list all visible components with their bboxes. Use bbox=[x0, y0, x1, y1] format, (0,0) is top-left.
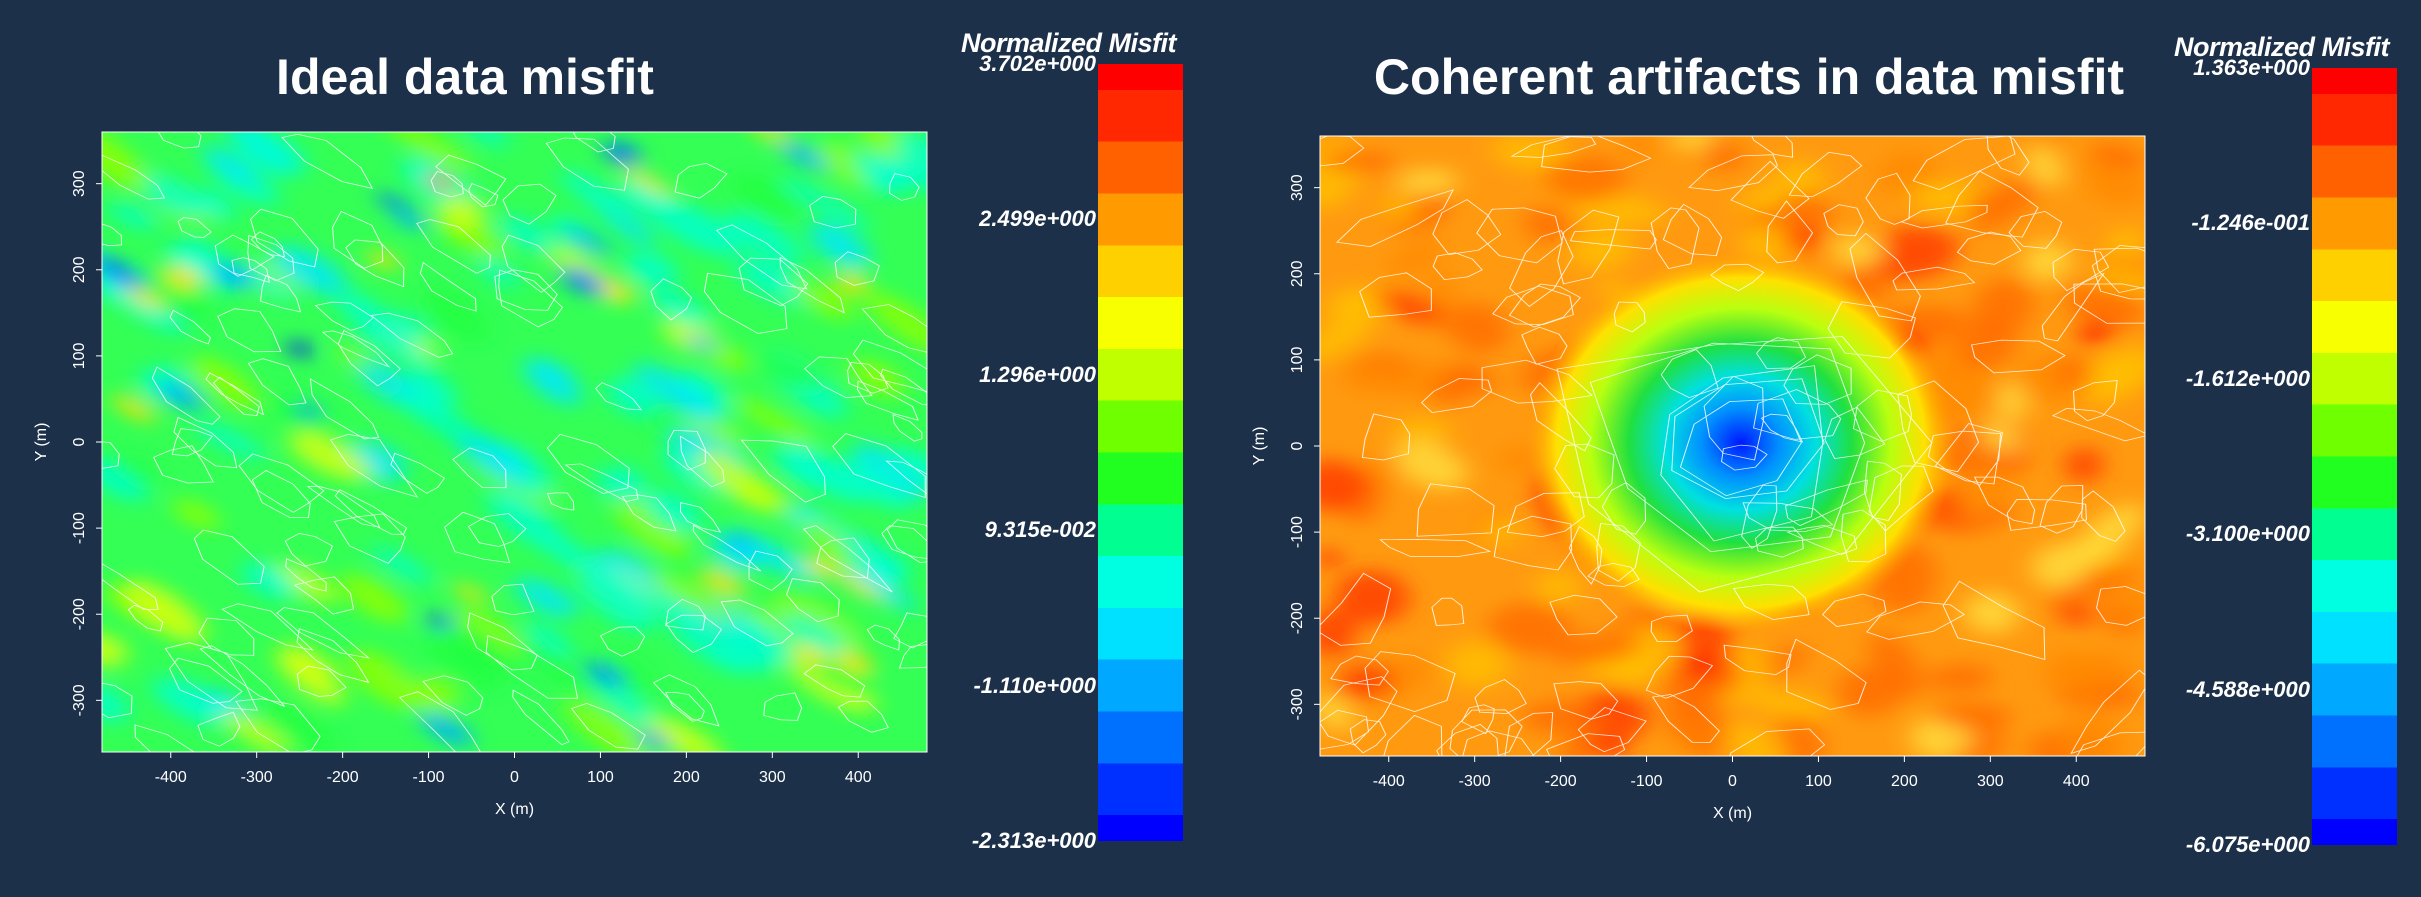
left-x-tick-label-2: -200 bbox=[327, 769, 359, 786]
left-x-tick-label-0: -400 bbox=[155, 769, 187, 786]
left-heatmap bbox=[102, 132, 927, 752]
right-axes: -400 -300 -200 -100 0 100 200 300 400 300 200 100 0 -… bbox=[1251, 135, 2146, 822]
left-colorbar-tick-4: -1.110e+000 bbox=[973, 672, 1096, 698]
right-colorbar-tick-4: -4.588e+000 bbox=[2185, 676, 2310, 702]
right-colorbar-tick-3: -3.100e+000 bbox=[2185, 521, 2310, 547]
right-x-tick-label-7: 300 bbox=[1977, 773, 2004, 790]
right-y-tick-label-2: 100 bbox=[1289, 346, 1306, 373]
right-y-tick-label-3: 0 bbox=[1289, 441, 1306, 450]
left-chart-title: Ideal data misfit bbox=[276, 49, 654, 105]
left-x-tick-label-6: 200 bbox=[673, 769, 700, 786]
right-x-tick-label-0: -400 bbox=[1373, 773, 1405, 790]
left-colorbar-tick-0: 3.702e+000 bbox=[979, 51, 1096, 76]
right-y-tick-label-0: 300 bbox=[1289, 174, 1306, 201]
left-colorbar-title: Normalized Misfit bbox=[961, 28, 1177, 58]
right-heatmap-svg bbox=[1320, 136, 2145, 756]
right-colorbar-tick-1: -1.246e-001 bbox=[2191, 210, 2310, 236]
right-colorbar-tick-5: -6.075e+000 bbox=[2185, 832, 2310, 857]
left-x-tick-label-3: -100 bbox=[413, 769, 445, 786]
left-axes: -400 -300 -200 -100 0 100 200 300 400 300 200 100 0 -… bbox=[33, 131, 928, 818]
left-y-tick-label-2: 100 bbox=[71, 342, 88, 369]
left-x-tick-label-8: 400 bbox=[845, 769, 872, 786]
left-y-tick-label-3: 0 bbox=[71, 437, 88, 446]
right-x-tick-label-6: 200 bbox=[1891, 773, 1918, 790]
right-x-tick-label-8: 400 bbox=[2063, 773, 2090, 790]
right-x-axis-label: X (m) bbox=[1713, 805, 1752, 822]
left-colorbar-tick-5: -2.313e+000 bbox=[971, 828, 1096, 853]
left-y-tick-label-0: 300 bbox=[71, 170, 88, 197]
left-x-axis-label: X (m) bbox=[495, 801, 534, 818]
right-colorbar-tick-2: -1.612e+000 bbox=[2185, 365, 2310, 391]
right-colorbar bbox=[2312, 68, 2397, 845]
right-y-axis-label: Y (m) bbox=[1251, 427, 1268, 466]
right-x-tick-label-4: 0 bbox=[1728, 773, 1737, 790]
left-y-tick-label-4: -100 bbox=[71, 512, 88, 544]
right-heatmap bbox=[1320, 136, 2145, 756]
left-x-tick-label-4: 0 bbox=[510, 769, 519, 786]
right-x-tick-label-2: -200 bbox=[1545, 773, 1577, 790]
right-plot-frame bbox=[1319, 135, 2146, 757]
right-x-tick-label-1: -300 bbox=[1459, 773, 1491, 790]
right-y-tick-label-6: -300 bbox=[1289, 688, 1306, 720]
left-colorbar bbox=[1098, 64, 1183, 841]
left-x-tick-label-7: 300 bbox=[759, 769, 786, 786]
right-y-tick-label-4: -100 bbox=[1289, 516, 1306, 548]
left-x-tick-label-1: -300 bbox=[241, 769, 273, 786]
left-y-tick-label-6: -300 bbox=[71, 684, 88, 716]
left-colorbar-tick-2: 1.296e+000 bbox=[979, 361, 1096, 387]
left-colorbar-tick-1: 2.499e+000 bbox=[979, 206, 1096, 232]
right-y-tick-label-5: -200 bbox=[1289, 602, 1306, 634]
left-y-axis-label: Y (m) bbox=[33, 423, 50, 462]
left-heatmap-svg bbox=[102, 132, 927, 752]
right-x-tick-label-3: -100 bbox=[1631, 773, 1663, 790]
left-y-tick-label-1: 200 bbox=[71, 256, 88, 283]
right-colorbar-title: Normalized Misfit bbox=[2174, 32, 2390, 62]
right-y-tick-label-1: 200 bbox=[1289, 260, 1306, 287]
left-panel: Ideal data misfit -400 -300 -200 -100 0 100 20… bbox=[0, 0, 1200, 897]
left-colorbar-tick-3: 9.315e-002 bbox=[984, 517, 1096, 543]
right-colorbar-tick-0: 1.363e+000 bbox=[2193, 55, 2310, 80]
left-plot-frame bbox=[101, 131, 928, 753]
left-y-tick-label-5: -200 bbox=[71, 598, 88, 630]
right-chart-title: Coherent artifacts in data misfit bbox=[1373, 49, 2125, 105]
right-x-tick-label-5: 100 bbox=[1805, 773, 1832, 790]
right-panel: Coherent artifacts in data misfit - bbox=[1200, 0, 2421, 897]
left-x-tick-label-5: 100 bbox=[587, 769, 614, 786]
